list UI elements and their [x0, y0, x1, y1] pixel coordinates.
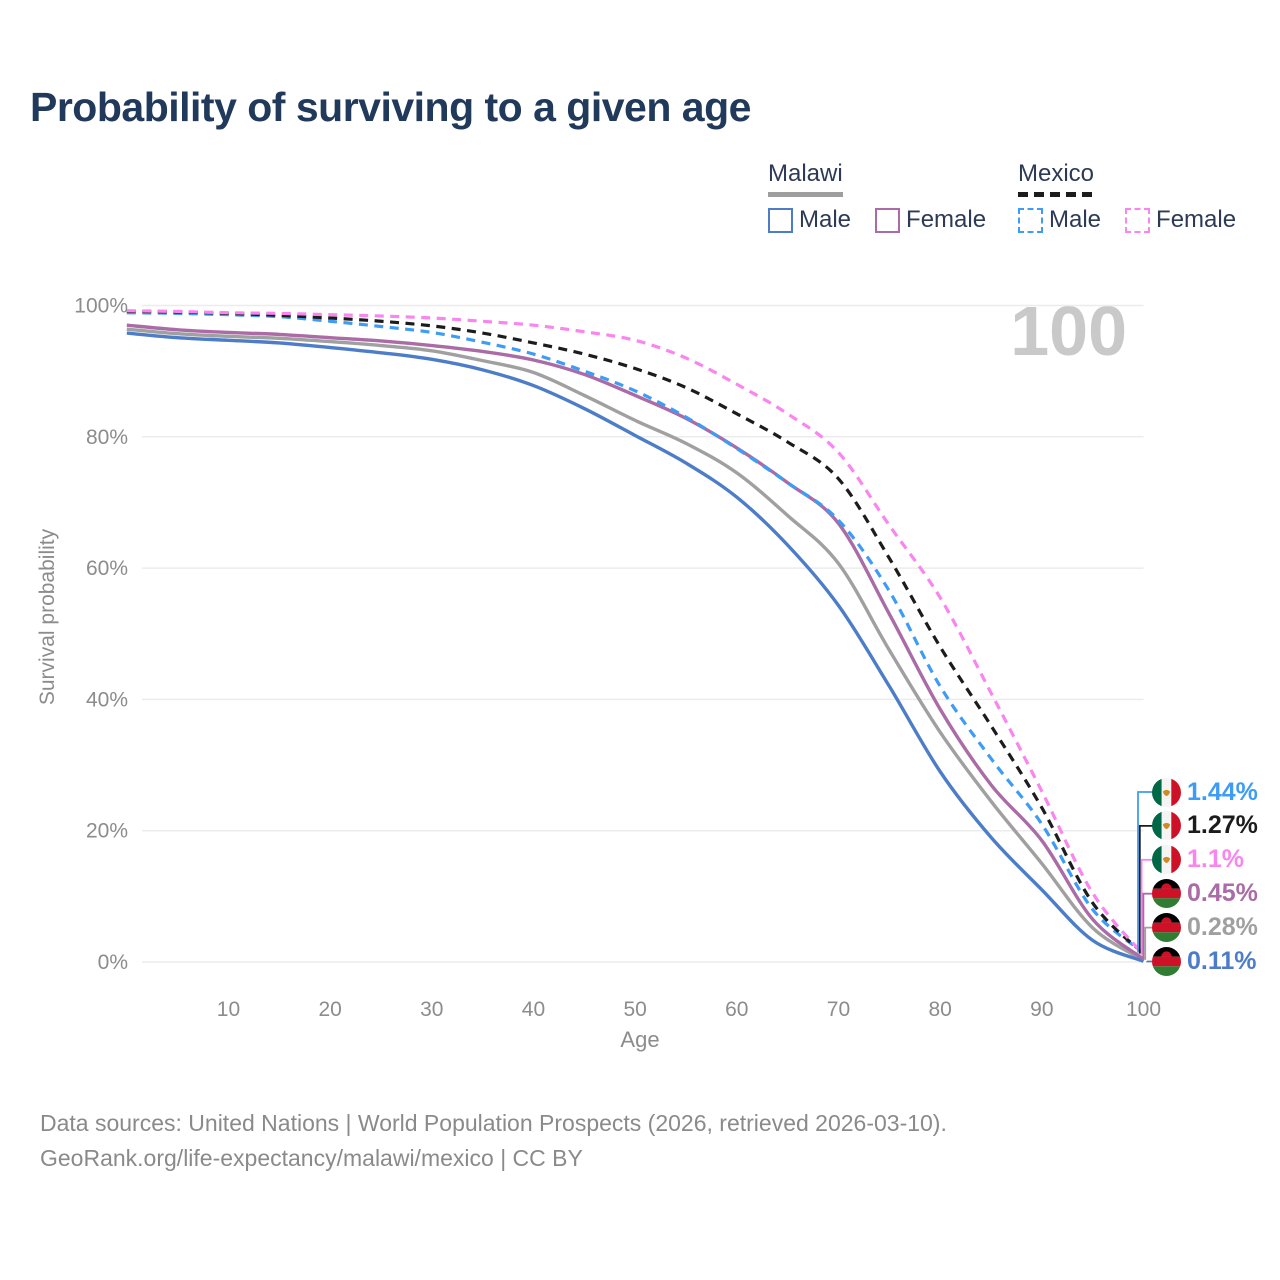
x-tick-label: 80: [928, 998, 951, 1021]
y-tick-label: 80%: [86, 426, 128, 449]
page-title: Probability of surviving to a given age: [30, 84, 751, 130]
x-tick-label: 10: [217, 998, 240, 1021]
y-tick-label: 0%: [98, 951, 128, 974]
end-label-leader-mexico-female: [1140, 858, 1154, 955]
legend-item-label: Female: [906, 206, 987, 233]
end-label-leader-malawi-both-sexes: [1144, 926, 1154, 961]
end-label-value: 1.44%: [1187, 777, 1258, 806]
chart-footer: Data sources: United Nations | World Pop…: [40, 1106, 947, 1176]
x-axis-title: Age: [620, 1027, 660, 1052]
legend-item-mexico-male[interactable]: Male: [1018, 206, 1101, 234]
y-axis-title: Survival probability: [36, 528, 59, 706]
footer-attribution: GeoRank.org/life-expectancy/malawi/mexic…: [40, 1145, 583, 1171]
footer-data-sources: Data sources: United Nations | World Pop…: [40, 1110, 947, 1136]
y-tick-label: 60%: [86, 557, 128, 580]
y-tick-label: 100%: [74, 295, 128, 318]
flag-malawi-icon: [1152, 879, 1181, 909]
x-tick-label: 70: [827, 998, 850, 1021]
x-tick-label: 60: [725, 998, 748, 1021]
end-label-leader-mexico-male: [1137, 791, 1154, 953]
end-label-malawi-female: 0.45%: [1152, 878, 1258, 910]
legend-item-label: Male: [799, 206, 852, 233]
legend-swatch[interactable]: [1125, 207, 1151, 233]
end-label-malawi-male: 0.11%: [1152, 946, 1257, 978]
legend-item-mexico-female[interactable]: Female: [1125, 206, 1236, 234]
legend-swatch[interactable]: [1018, 207, 1043, 233]
end-label-mexico-both-sexes: 1.27%: [1152, 810, 1258, 842]
legend-group-mexico: Mexico Male Female: [1018, 160, 1236, 234]
x-tick-label: 40: [522, 998, 545, 1021]
legend-swatch[interactable]: [768, 207, 793, 233]
legend-item-malawi-male[interactable]: Male: [768, 206, 851, 234]
x-tick-label: 30: [420, 998, 443, 1021]
legend-group-solid-line: [768, 192, 843, 197]
flag-mexico-icon: [1152, 777, 1181, 807]
curve-malawi-both-sexes[interactable]: [126, 327, 1145, 962]
curve-mexico-male[interactable]: [126, 311, 1145, 954]
x-tick-label: 20: [318, 998, 341, 1021]
flag-malawi-icon: [1152, 913, 1181, 943]
flag-mexico-icon: [1152, 811, 1181, 841]
curve-mexico-both-sexes[interactable]: [126, 309, 1145, 955]
end-label-value: 0.11%: [1187, 947, 1257, 975]
y-tick-label: 20%: [86, 820, 128, 843]
curve-malawi-male[interactable]: [126, 331, 1145, 963]
x-tick-label: 50: [623, 998, 646, 1021]
legend-group-label: Malawi: [768, 160, 843, 187]
curve-mexico-female[interactable]: [126, 309, 1145, 956]
end-label-malawi-both-sexes: 0.28%: [1152, 912, 1258, 944]
end-label-value: 1.27%: [1187, 811, 1258, 840]
end-label-value: 1.1%: [1187, 845, 1244, 874]
legend-group-label: Mexico: [1018, 160, 1095, 187]
end-label-leader-mexico-both-sexes: [1138, 825, 1154, 954]
flag-mexico-icon: [1152, 845, 1181, 875]
curve-malawi-female[interactable]: [126, 323, 1145, 961]
x-tick-label: 100: [1126, 998, 1161, 1021]
legend-item-malawi-female[interactable]: Female: [875, 206, 986, 234]
legend-swatch[interactable]: [875, 207, 901, 233]
end-label-mexico-female: 1.1%: [1152, 844, 1244, 876]
legend-group-malawi: Malawi Male Female: [768, 160, 986, 234]
end-label-value: 0.28%: [1187, 913, 1258, 942]
y-tick-label: 40%: [86, 688, 128, 711]
flag-malawi-icon: [1152, 947, 1181, 976]
x-tick-label: 90: [1030, 998, 1053, 1021]
end-label-value: 0.45%: [1187, 879, 1258, 908]
end-label-mexico-male: 1.44%: [1152, 776, 1258, 808]
legend-item-label: Male: [1049, 206, 1102, 233]
legend-item-label: Female: [1156, 206, 1237, 233]
hover-age-watermark: 100: [1010, 292, 1127, 370]
legend-group-dashed-line: [1018, 192, 1095, 197]
end-label-leader-malawi-female: [1142, 892, 1154, 960]
